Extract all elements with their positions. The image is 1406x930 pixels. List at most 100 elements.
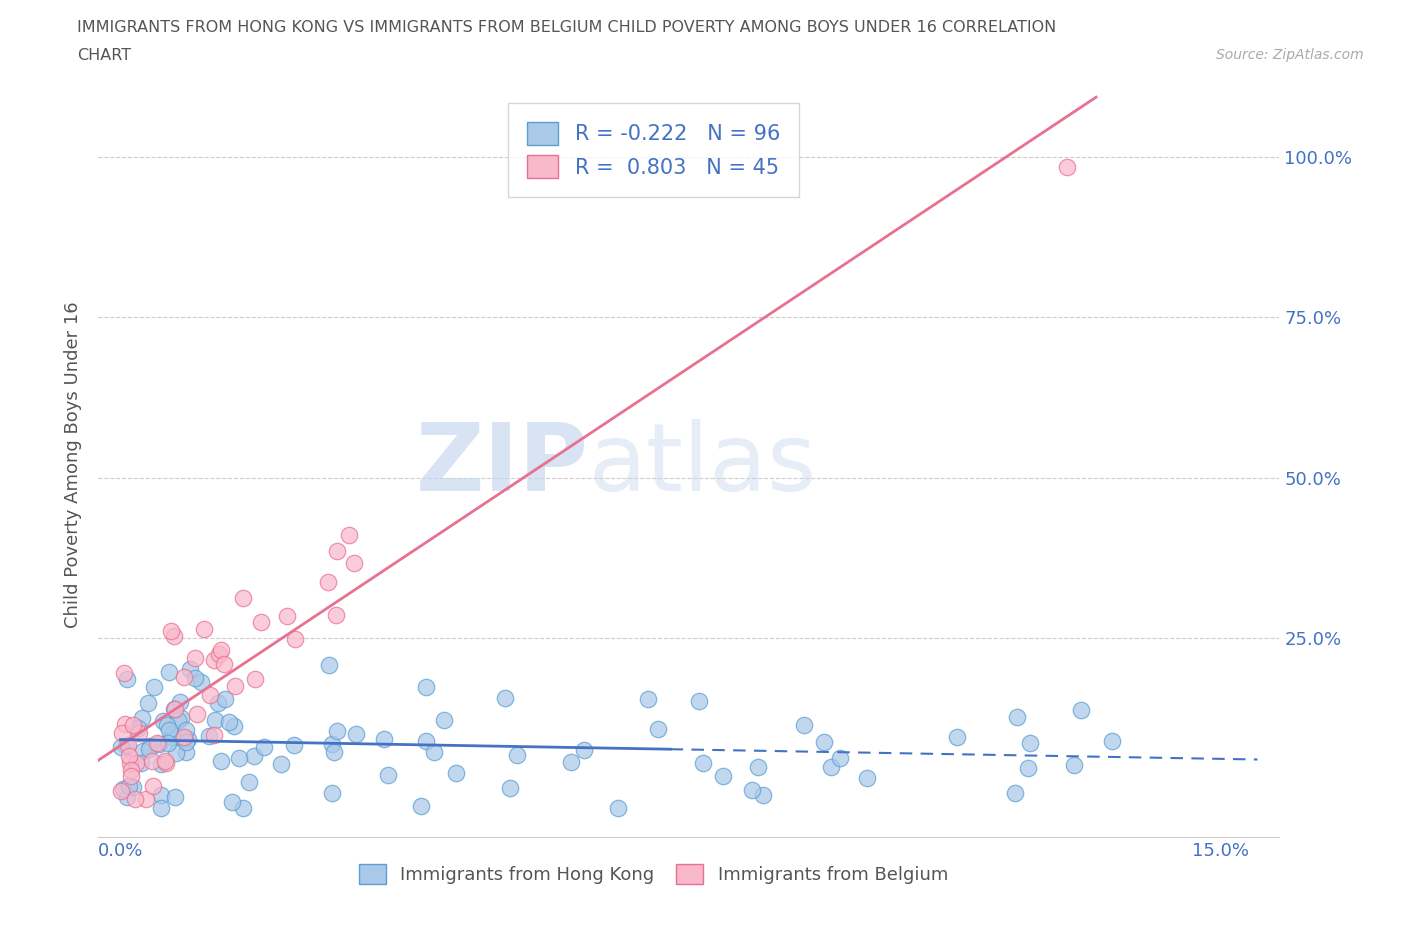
Point <box>177 731 200 746</box>
Point <box>1019 736 1042 751</box>
Point <box>136 695 159 710</box>
Point <box>214 691 236 706</box>
Point <box>284 631 307 646</box>
Point <box>170 731 193 746</box>
Point <box>114 716 136 731</box>
Text: IMMIGRANTS FROM HONG KONG VS IMMIGRANTS FROM BELGIUM CHILD POVERTY AMONG BOYS UN: IMMIGRANTS FROM HONG KONG VS IMMIGRANTS … <box>77 20 1056 35</box>
Point <box>574 742 596 757</box>
Point <box>432 713 454 728</box>
Point <box>152 713 174 728</box>
Point <box>856 770 879 785</box>
Point <box>169 694 191 709</box>
Point <box>174 735 197 750</box>
Point <box>202 728 225 743</box>
Point <box>688 694 710 709</box>
Point <box>131 711 153 725</box>
Point <box>222 718 245 733</box>
Point <box>238 775 260 790</box>
Point <box>221 794 243 809</box>
Point <box>1101 733 1123 748</box>
Point <box>118 749 141 764</box>
Point <box>828 751 851 765</box>
Point <box>242 749 264 764</box>
Point <box>1017 761 1039 776</box>
Text: atlas: atlas <box>589 419 817 511</box>
Point <box>127 721 149 736</box>
Point <box>117 737 139 752</box>
Point <box>110 783 132 798</box>
Point <box>110 740 132 755</box>
Point <box>211 643 233 658</box>
Point <box>120 769 142 784</box>
Point <box>150 756 173 771</box>
Point <box>326 724 349 738</box>
Point <box>115 790 138 804</box>
Point <box>422 745 444 760</box>
Point <box>1070 703 1092 718</box>
Point <box>111 782 134 797</box>
Legend: Immigrants from Hong Kong, Immigrants from Belgium: Immigrants from Hong Kong, Immigrants fr… <box>352 857 955 891</box>
Point <box>124 791 146 806</box>
Point <box>323 745 346 760</box>
Point <box>276 608 298 623</box>
Point <box>253 739 276 754</box>
Point <box>218 715 240 730</box>
Point <box>228 751 250 765</box>
Point <box>813 735 835 750</box>
Point <box>146 736 169 751</box>
Point <box>139 738 162 753</box>
Point <box>111 725 134 740</box>
Point <box>945 729 967 744</box>
Point <box>606 801 628 816</box>
Point <box>173 729 195 744</box>
Point <box>243 671 266 686</box>
Point <box>747 760 769 775</box>
Point <box>751 788 773 803</box>
Point <box>142 680 165 695</box>
Point <box>117 671 139 686</box>
Point <box>122 717 145 732</box>
Point <box>142 778 165 793</box>
Point <box>166 712 188 727</box>
Point <box>692 755 714 770</box>
Point <box>160 730 183 745</box>
Point <box>138 741 160 756</box>
Point <box>343 555 366 570</box>
Point <box>232 801 254 816</box>
Point <box>174 745 197 760</box>
Point <box>184 671 207 685</box>
Point <box>411 799 433 814</box>
Point <box>415 734 437 749</box>
Point <box>120 763 142 777</box>
Point <box>156 736 179 751</box>
Point <box>505 748 527 763</box>
Point <box>156 717 179 732</box>
Point <box>198 687 221 702</box>
Point <box>148 737 170 751</box>
Point <box>224 678 246 693</box>
Point <box>183 650 205 665</box>
Point <box>446 765 468 780</box>
Point <box>232 591 254 605</box>
Point <box>157 723 180 737</box>
Point <box>198 728 221 743</box>
Point <box>377 767 399 782</box>
Point <box>204 712 226 727</box>
Y-axis label: Child Poverty Among Boys Under 16: Child Poverty Among Boys Under 16 <box>63 301 82 629</box>
Point <box>208 646 231 661</box>
Point <box>318 658 340 672</box>
Point <box>1007 710 1029 724</box>
Point <box>135 791 157 806</box>
Point <box>125 756 148 771</box>
Point <box>173 670 195 684</box>
Point <box>118 779 141 794</box>
Point <box>373 731 395 746</box>
Point <box>179 661 201 676</box>
Text: Source: ZipAtlas.com: Source: ZipAtlas.com <box>1216 48 1364 62</box>
Point <box>174 723 197 737</box>
Point <box>162 702 184 717</box>
Point <box>270 756 292 771</box>
Point <box>159 624 181 639</box>
Point <box>190 675 212 690</box>
Point <box>118 756 141 771</box>
